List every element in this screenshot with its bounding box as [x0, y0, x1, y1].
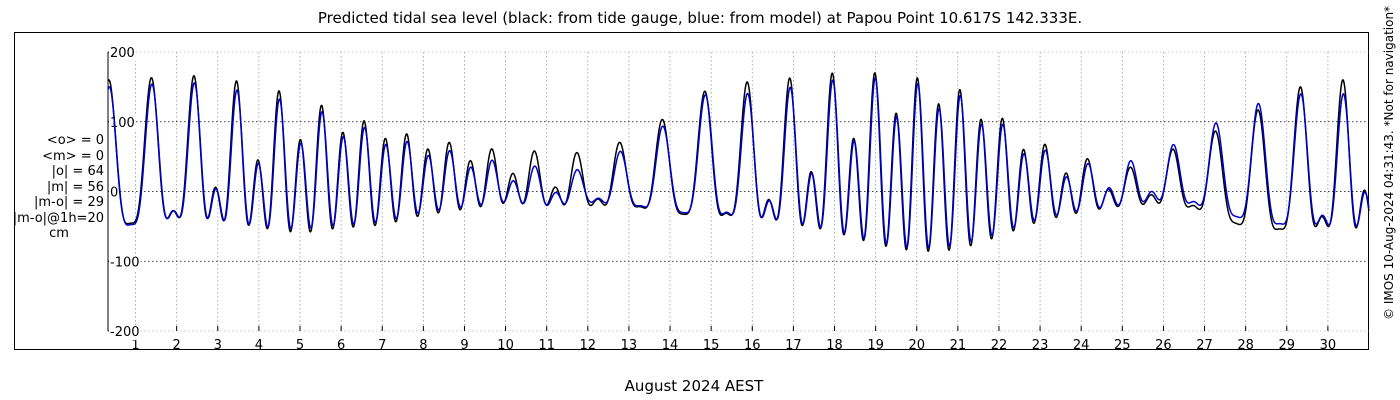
series-line-tide-gauge	[107, 72, 1370, 252]
x-tick-label: 1	[131, 338, 139, 353]
y-tick-label: 200	[110, 46, 135, 61]
x-tick-label: 7	[378, 338, 386, 353]
y-tick-label: -200	[110, 325, 140, 340]
x-tick-label: 15	[703, 338, 720, 353]
x-tick-label: 11	[538, 338, 555, 353]
x-tick-label: 16	[744, 338, 761, 353]
stat-abs-difference-1h: |m-o|@1h=20	[12, 210, 104, 226]
x-tick-label: 23	[1032, 338, 1049, 353]
series-lines	[107, 72, 1370, 252]
grid-lines	[108, 51, 1369, 332]
y-tick-label: 0	[110, 186, 118, 201]
x-tick-label: 6	[337, 338, 345, 353]
x-tick-label: 9	[460, 338, 468, 353]
x-tick-label: 14	[662, 338, 679, 353]
x-tick-label: 10	[497, 338, 514, 353]
x-tick-label: 8	[419, 338, 427, 353]
x-tick-label: 2	[173, 338, 181, 353]
stat-abs-observed: |o| = 64	[51, 164, 104, 179]
stat-abs-model: |m| = 56	[46, 179, 104, 195]
figure-frame	[14, 32, 1369, 350]
x-tick-label: 29	[1278, 338, 1295, 353]
x-tick-label: 25	[1114, 338, 1131, 353]
y-tick-label-background	[109, 115, 136, 131]
stat-unit: cm	[49, 226, 69, 241]
y-tick-label-background	[109, 185, 120, 201]
x-tick-label: 4	[255, 338, 263, 353]
y-tick-label: 100	[110, 116, 135, 131]
copyright-notice: © IMOS 10-Aug-2024 04:31:43. *Not for na…	[1382, 5, 1396, 320]
x-axis-label: August 2024 AEST	[625, 377, 764, 395]
x-tick-label: 13	[621, 338, 638, 353]
x-tick-label: 22	[991, 338, 1008, 353]
x-tick-label: 20	[908, 338, 925, 353]
x-tick-label: 27	[1196, 338, 1213, 353]
chart-title: Predicted tidal sea level (black: from t…	[317, 9, 1083, 27]
axes: 1 2 3 4 5 6 7 8 9 10 11 12 13 14 15 16 17 18 19 20 21 22 23 24 2…	[107, 46, 1337, 353]
x-tick-label: 5	[296, 338, 304, 353]
x-tick-label: 28	[1237, 338, 1254, 353]
x-tick-label: 30	[1320, 338, 1337, 353]
stat-abs-difference: |m-o| = 29	[33, 195, 104, 210]
x-tick-label: 18	[826, 338, 843, 353]
y-tick-label-background	[109, 325, 141, 340]
statistics-panel: <o> = 0 <m> = 0 |o| = 64 |m| = 56 |m-o| …	[4, 133, 104, 242]
x-tick-label: 19	[867, 338, 884, 353]
x-tick-label: 21	[950, 338, 967, 353]
x-tick-label: 26	[1155, 338, 1172, 353]
x-tick-label: 3	[214, 338, 222, 353]
x-tick-label: 12	[580, 338, 597, 353]
x-tick-label: 24	[1073, 338, 1090, 353]
y-tick-label-background	[109, 46, 136, 61]
series-line-model	[107, 77, 1370, 249]
stat-mean-observed: <o> = 0	[46, 133, 104, 148]
x-tick-label: 17	[785, 338, 802, 353]
y-tick-label: -100	[110, 255, 140, 270]
stat-mean-model: <m> = 0	[42, 148, 104, 164]
y-tick-label-background	[109, 255, 141, 271]
